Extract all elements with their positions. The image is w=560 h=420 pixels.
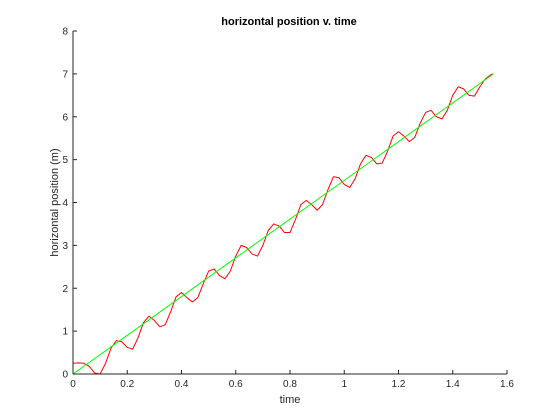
chart-title: horizontal position v. time: [221, 16, 356, 28]
y-tick-label: 2: [62, 284, 68, 295]
y-ticks: 0 1 2 3 4 5 6 7 8: [62, 27, 77, 381]
y-tick-label: 7: [62, 69, 68, 80]
x-tick-label: 1: [341, 379, 347, 390]
x-axis-label: time: [280, 394, 301, 406]
y-tick-label: 8: [62, 27, 68, 38]
x-tick-label: 0.6: [229, 379, 243, 390]
y-tick-label: 3: [62, 241, 68, 252]
y-tick-label: 4: [62, 198, 68, 209]
series-line-red: [72, 73, 494, 375]
x-tick-label: 1.4: [446, 379, 460, 390]
y-tick-label: 1: [62, 327, 68, 338]
x-tick-label: 0.2: [120, 379, 134, 390]
plot-background: [73, 31, 507, 374]
plot-area: 0 0.2 0.4 0.6 0.8 1 1.2 1.4 1.6 0 1 2 3 4 5 6 7 8: [62, 27, 514, 391]
series-line-green: [72, 73, 494, 375]
x-tick-label: 1.6: [500, 379, 514, 390]
x-tick-label: 0: [70, 379, 76, 390]
x-tick-label: 0.8: [283, 379, 297, 390]
y-tick-label: 6: [62, 112, 68, 123]
y-tick-label: 0: [62, 370, 68, 381]
x-tick-label: 0.4: [175, 379, 189, 390]
y-tick-label: 5: [62, 155, 68, 166]
y-axis-label: horizontal position (m): [49, 148, 61, 256]
x-tick-label: 1.2: [392, 379, 406, 390]
series-layer: [72, 73, 494, 375]
x-ticks: 0 0.2 0.4 0.6 0.8 1 1.2 1.4 1.6: [70, 370, 514, 390]
